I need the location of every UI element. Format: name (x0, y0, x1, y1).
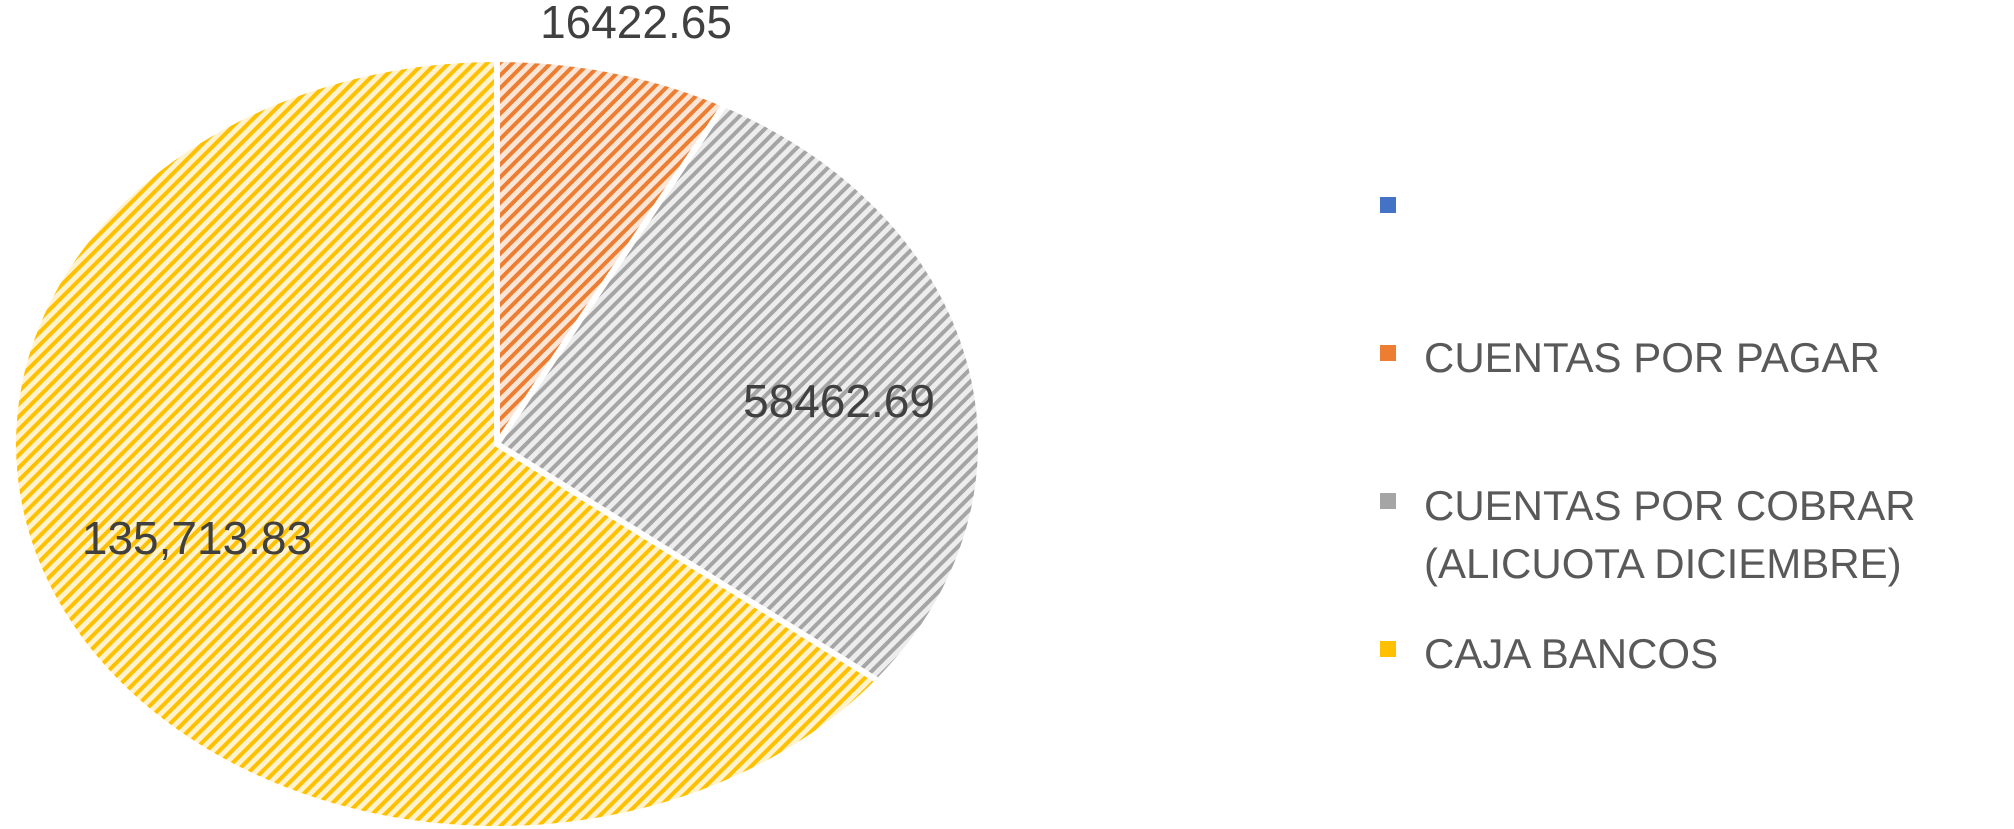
pie-slice (10, 55, 884, 829)
legend-swatch (1380, 345, 1396, 361)
data-label: 58462.69 (743, 375, 935, 427)
legend-swatch (1380, 641, 1396, 657)
data-label: 16422.65 (540, 0, 732, 48)
legend-item: CUENTAS POR PAGAR (1380, 329, 2000, 387)
legend-label: CAJA BANCOS (1424, 630, 1719, 677)
pie-slice (492, 100, 984, 685)
legend-item (1380, 181, 2000, 213)
legend-swatch (1380, 197, 1396, 213)
pie-slice (494, 55, 730, 454)
legend-swatch (1380, 493, 1396, 509)
data-label: 135,713.83 (82, 512, 312, 564)
legend-label: CUENTAS POR PAGAR (1424, 334, 1880, 381)
legend-item: CUENTAS POR COBRAR (ALICUOTA DICIEMBRE) (1380, 477, 2000, 593)
legend-item: CAJA BANCOS (1380, 625, 2000, 683)
legend-label: CUENTAS POR COBRAR (ALICUOTA DICIEMBRE) (1424, 482, 1916, 587)
